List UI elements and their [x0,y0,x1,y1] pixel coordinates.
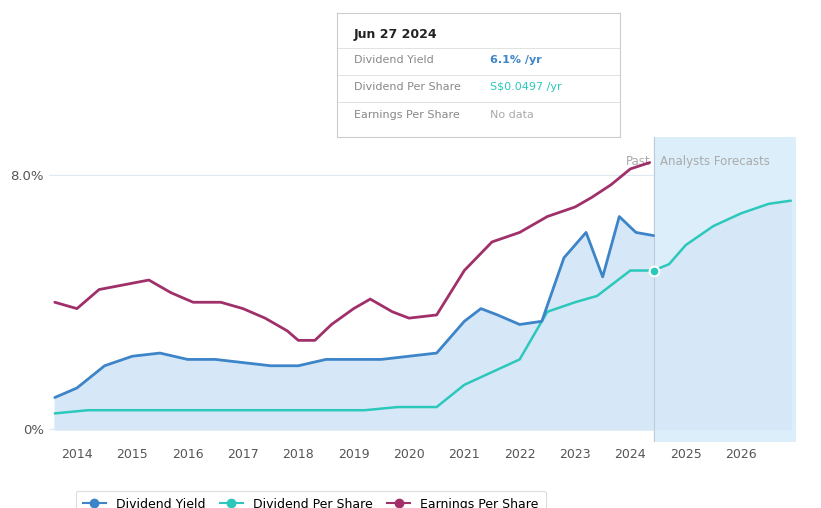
Text: Past: Past [626,155,650,168]
Text: Earnings Per Share: Earnings Per Share [354,110,460,120]
Text: S$0.0497 /yr: S$0.0497 /yr [489,82,562,92]
Text: Jun 27 2024: Jun 27 2024 [354,27,438,41]
Text: No data: No data [489,110,534,120]
Bar [654,137,796,442]
Text: 6.1% /yr: 6.1% /yr [489,55,541,65]
Legend: Dividend Yield, Dividend Per Share, Earnings Per Share: Dividend Yield, Dividend Per Share, Earn… [76,491,546,508]
Text: Dividend Per Share: Dividend Per Share [354,82,461,92]
Text: Analysts Forecasts: Analysts Forecasts [660,155,770,168]
Text: Dividend Yield: Dividend Yield [354,55,433,65]
